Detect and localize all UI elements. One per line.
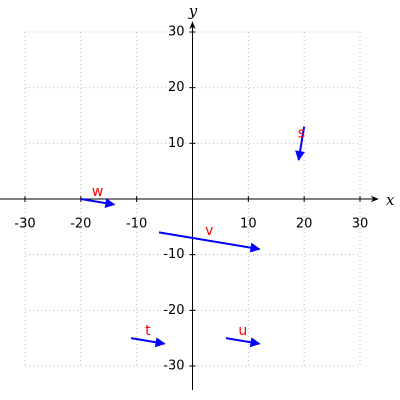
vector-label: v xyxy=(205,223,213,239)
vector-label: u xyxy=(238,323,247,339)
vector-label: s xyxy=(298,125,305,141)
y-tick-label: 20 xyxy=(168,80,185,95)
vector xyxy=(130,337,166,348)
vector-label: t xyxy=(145,323,151,339)
y-tick-label: -20 xyxy=(163,303,184,318)
y-axis-label: y xyxy=(188,2,198,20)
vector-label: w xyxy=(92,184,103,200)
x-axis-label: x xyxy=(386,191,395,209)
vector xyxy=(295,126,306,162)
x-tick-label: -20 xyxy=(70,217,91,232)
y-tick-label: -30 xyxy=(163,359,184,374)
vector xyxy=(158,231,261,253)
x-tick-label: -30 xyxy=(14,217,35,232)
y-tick-label: 30 xyxy=(168,25,185,40)
x-tick-label: 30 xyxy=(352,217,369,232)
vector xyxy=(80,198,116,209)
x-tick-label: 10 xyxy=(240,217,257,232)
x-tick-label: -10 xyxy=(126,217,147,232)
x-tick-label: 20 xyxy=(296,217,313,232)
y-tick-label: -10 xyxy=(163,247,184,262)
vector xyxy=(225,337,261,348)
y-tick-label: 10 xyxy=(168,136,185,151)
